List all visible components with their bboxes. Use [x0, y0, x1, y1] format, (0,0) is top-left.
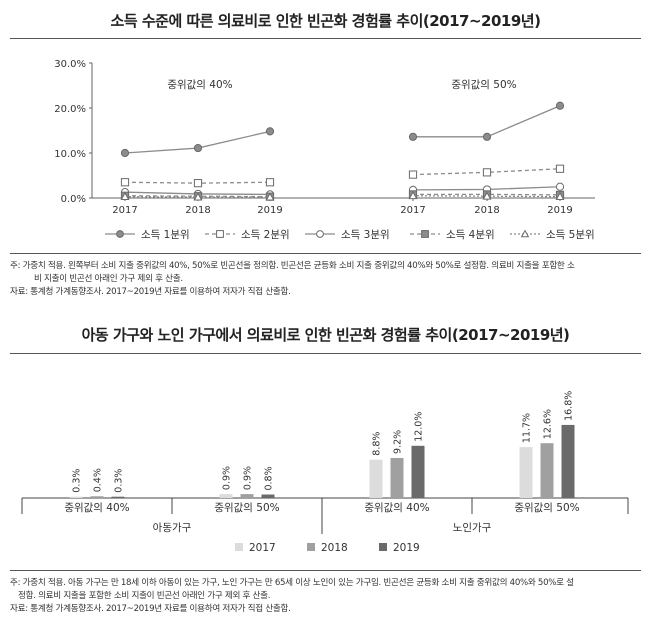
data-point	[408, 191, 418, 200]
data-point	[265, 192, 275, 201]
panel-label: 중위값의 50%	[451, 78, 516, 91]
y-tick-label: 0.0%	[61, 194, 86, 205]
series-line	[412, 168, 561, 176]
category-label: 중위값의 50%	[214, 501, 279, 514]
bar	[540, 443, 554, 498]
legend-swatch	[379, 543, 387, 551]
legend-swatch	[235, 543, 243, 551]
bar	[240, 494, 254, 498]
data-point	[116, 230, 124, 238]
legend-label: 소득 4분위	[446, 228, 495, 241]
bar-value-label: 8.8%	[372, 432, 383, 456]
bar-value-label: 0.3%	[72, 469, 83, 493]
data-point	[265, 127, 275, 136]
category-label: 중위값의 50%	[514, 501, 579, 514]
x-tick-label: 2019	[257, 205, 282, 216]
panel-label: 중위값의 40%	[167, 78, 232, 91]
bar-value-label: 0.8%	[264, 466, 275, 490]
bar	[519, 447, 533, 498]
data-point	[120, 192, 130, 201]
category-label: 중위값의 40%	[364, 501, 429, 514]
chart2-top-rule	[10, 353, 641, 354]
bar-value-label: 0.3%	[114, 469, 125, 493]
data-point	[193, 179, 203, 188]
data-point	[555, 192, 565, 201]
data-point	[482, 132, 492, 141]
y-tick-label: 10.0%	[54, 149, 86, 160]
bar-value-label: 11.7%	[522, 413, 533, 443]
bar-value-label: 0.9%	[222, 466, 233, 490]
x-tick-label: 2017	[112, 205, 137, 216]
series-line	[412, 195, 561, 198]
y-tick-label: 30.0%	[54, 59, 86, 70]
data-point	[421, 230, 429, 238]
bar	[261, 494, 275, 498]
chart1-source-line: 자료: 통계청 가계동향조사. 2017~2019년 자료를 이용하여 저자가 …	[10, 287, 291, 297]
category-label: 중위값의 40%	[64, 501, 129, 514]
chart2-source-line: 자료: 통계청 가계동향조사. 2017~2019년 자료를 이용하여 저자가 …	[10, 604, 291, 614]
bar-value-label: 0.9%	[243, 466, 254, 490]
bar	[369, 459, 383, 498]
bar-value-label: 0.4%	[93, 468, 104, 492]
bar-value-label: 16.8%	[564, 391, 575, 421]
legend-label: 소득 1분위	[141, 228, 190, 241]
data-point	[265, 178, 275, 187]
bar-value-label: 12.0%	[414, 412, 425, 442]
x-tick-label: 2017	[400, 205, 425, 216]
chart2-note-line: 주: 가중치 적용. 아동 가구는 만 18세 이하 아동이 있는 가구, 노인…	[10, 578, 574, 588]
data-point	[193, 192, 203, 201]
bar	[561, 424, 575, 498]
chart2-title: 아동 가구와 노인 가구에서 의료비로 인한 빈곤화 경험률 추이(2017~2…	[81, 326, 570, 344]
line-chart: 0.0% 10.0% 20.0% 30.0% 중위값의 40% 중위값의 50% 2017 2…	[54, 59, 595, 241]
legend-label: 소득 3분위	[341, 228, 390, 241]
bar	[219, 494, 233, 498]
x-tick-label: 2019	[547, 205, 572, 216]
data-point	[316, 230, 324, 238]
chart1-note-line: 비 지출이 빈곤선 아래인 가구 제외 후 산출.	[34, 274, 183, 284]
legend-label: 소득 5분위	[546, 228, 595, 241]
bar	[69, 496, 83, 498]
data-point	[520, 229, 530, 238]
data-point	[216, 230, 224, 238]
legend-label: 2019	[393, 542, 420, 554]
y-tick-label: 20.0%	[54, 104, 86, 115]
chart1-title: 소득 수준에 따른 의료비로 인한 빈곤화 경험률 추이(2017~2019년)	[110, 12, 541, 30]
bar-value-label: 9.2%	[393, 430, 404, 454]
x-tick-label: 2018	[474, 205, 499, 216]
bar	[111, 496, 125, 498]
data-point	[408, 132, 418, 141]
legend-label: 2018	[321, 542, 348, 554]
data-point	[193, 143, 203, 153]
data-point	[120, 148, 130, 158]
household-label: 아동가구	[153, 522, 192, 534]
data-point	[482, 191, 492, 200]
legend-label: 소득 2분위	[241, 228, 290, 241]
bar-value-label: 12.6%	[543, 409, 554, 439]
chart1-bottom-rule	[10, 253, 641, 254]
chart1-top-rule	[10, 38, 641, 39]
data-point	[555, 164, 565, 173]
bar	[411, 445, 425, 498]
chart2-notes: 주: 가중치 적용. 아동 가구는 만 18세 이하 아동이 있는 가구, 노인…	[10, 577, 635, 616]
data-point	[555, 182, 565, 191]
x-tick-label: 2018	[185, 205, 210, 216]
chart1-notes: 주: 가중치 적용. 왼쪽부터 소비 지출 중위값의 40%, 50%로 빈곤선…	[10, 260, 635, 299]
chart2-bottom-rule	[10, 570, 641, 571]
data-point	[120, 178, 130, 187]
bar-chart: 0.3% 0.9% 8.8% 11.7% 0.4% 0.9% 9.2% 12.6% 0.3% 0.…	[21, 391, 629, 554]
data-point	[555, 101, 565, 110]
chart2-note-line: 정함. 의료비 지출을 포함한 소비 지출이 빈곤선 아래인 가구 제외 후 산…	[18, 591, 271, 601]
series-line	[413, 105, 561, 138]
bar	[90, 496, 104, 498]
data-point	[408, 170, 418, 179]
household-label: 노인가구	[453, 522, 492, 534]
data-point	[482, 168, 492, 177]
chart1-note-line: 주: 가중치 적용. 왼쪽부터 소비 지출 중위값의 40%, 50%로 빈곤선…	[10, 261, 575, 271]
legend-swatch	[307, 543, 315, 551]
legend-label: 2017	[249, 542, 276, 554]
bar	[390, 457, 404, 498]
